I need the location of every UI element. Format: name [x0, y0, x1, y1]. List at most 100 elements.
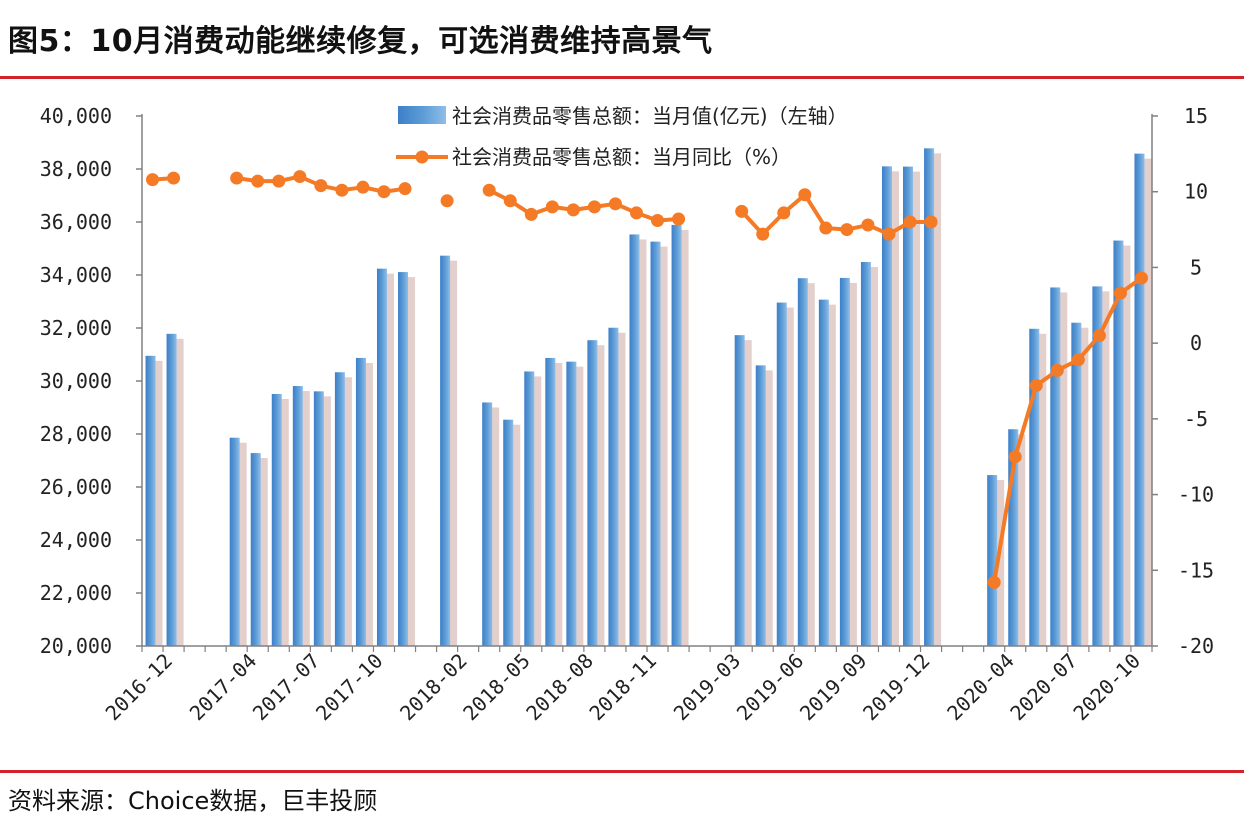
- bar: [734, 335, 745, 646]
- right-tick-label: 0: [1190, 331, 1202, 355]
- line-point: [314, 179, 328, 193]
- right-tick-label: -10: [1178, 483, 1214, 507]
- left-tick-label: 24,000: [40, 528, 112, 552]
- x-tick-label: 2019-03: [669, 649, 746, 726]
- bar: [355, 357, 366, 646]
- legend-bar-label: 社会消费品零售总额：当月值(亿元)（左轴）: [452, 104, 848, 128]
- bar-shadow: [510, 424, 521, 646]
- line-point: [587, 200, 601, 214]
- bar: [376, 268, 387, 646]
- left-tick-label: 36,000: [40, 210, 112, 234]
- bar-series: [145, 148, 1152, 647]
- bar: [1008, 429, 1019, 646]
- bar: [987, 475, 998, 646]
- line-point: [840, 223, 854, 237]
- bar-shadow: [552, 362, 563, 646]
- bar: [629, 234, 640, 646]
- legend-bar-swatch: [398, 106, 446, 124]
- bar-shadow: [825, 304, 836, 646]
- bar: [587, 340, 598, 646]
- bar: [440, 255, 451, 646]
- bar-shadow: [362, 362, 373, 646]
- right-tick-label: 15: [1184, 104, 1208, 128]
- figure-title: 图5：10月消费动能继续修复，可选消费维持高景气: [8, 24, 713, 59]
- left-tick-label: 40,000: [40, 104, 112, 128]
- bar-shadow: [657, 246, 668, 647]
- left-tick-label: 26,000: [40, 475, 112, 499]
- legend-line-marker: [415, 150, 429, 164]
- line-point: [251, 174, 265, 188]
- bar-shadow: [341, 377, 352, 646]
- bar: [608, 327, 619, 646]
- left-tick-label: 32,000: [40, 316, 112, 340]
- bar-shadow: [910, 171, 921, 647]
- line-point: [272, 174, 286, 188]
- bar: [250, 453, 261, 646]
- x-tick-label: 2020-07: [1005, 649, 1082, 726]
- line-point: [1029, 379, 1043, 393]
- bar: [1071, 322, 1082, 646]
- bar-shadow: [152, 360, 163, 646]
- bar-shadow: [636, 239, 647, 646]
- line-point: [756, 227, 770, 241]
- x-tick-label: 2019-09: [795, 649, 872, 726]
- bar-shadow: [846, 282, 857, 646]
- left-tick-label: 22,000: [40, 581, 112, 605]
- bar-shadow: [383, 273, 394, 646]
- line-point: [987, 575, 1001, 589]
- line-point: [1134, 271, 1148, 285]
- bar-shadow: [1078, 327, 1089, 646]
- bar-shadow: [1015, 434, 1026, 646]
- right-tick-label: 10: [1184, 180, 1208, 204]
- line-point: [629, 206, 643, 220]
- bar-shadow: [1036, 333, 1047, 646]
- bar-shadow: [741, 340, 752, 646]
- line-point: [524, 207, 538, 221]
- line-point: [293, 170, 307, 184]
- left-tick-label: 34,000: [40, 263, 112, 287]
- bar-shadow: [320, 396, 331, 646]
- bar-shadow: [804, 283, 815, 646]
- legend: 社会消费品零售总额：当月值(亿元)（左轴） 社会消费品零售总额：当月同比（%）: [396, 104, 848, 169]
- bar-shadow: [1120, 245, 1131, 647]
- bar: [566, 361, 577, 646]
- line-point: [1092, 329, 1106, 343]
- bar: [671, 224, 682, 647]
- bar-shadow: [257, 458, 268, 646]
- bar-shadow: [531, 376, 542, 646]
- line-point: [335, 183, 349, 197]
- bar-shadow: [762, 370, 773, 646]
- bar: [524, 371, 535, 646]
- bar: [1029, 328, 1040, 646]
- line-point: [1071, 353, 1085, 367]
- line-point: [861, 218, 875, 232]
- line-point: [672, 212, 686, 226]
- bar-shadow: [573, 366, 584, 646]
- line-point: [651, 213, 665, 227]
- left-tick-label: 30,000: [40, 369, 112, 393]
- line-point: [1113, 286, 1127, 300]
- line-point: [798, 188, 812, 202]
- x-tick-label: 2018-05: [458, 649, 535, 726]
- bar: [292, 386, 303, 646]
- bar: [755, 365, 766, 646]
- title-divider: [0, 76, 1244, 79]
- legend-line-label: 社会消费品零售总额：当月同比（%）: [452, 145, 791, 169]
- x-tick-label: 2019-12: [858, 649, 935, 726]
- line-point: [398, 182, 412, 196]
- right-tick-label: -20: [1178, 634, 1214, 658]
- bar: [1113, 240, 1124, 647]
- source-note: 资料来源：Choice数据，巨丰投顾: [8, 787, 378, 815]
- right-tick-label: -15: [1178, 558, 1214, 582]
- line-point: [903, 215, 917, 229]
- bar: [650, 241, 661, 647]
- bar-shadow: [931, 153, 942, 646]
- bar: [797, 278, 808, 646]
- bar: [545, 357, 556, 646]
- line-point: [503, 194, 517, 208]
- bar-shadow: [489, 407, 500, 646]
- bar: [924, 148, 935, 646]
- bar-shadow: [888, 171, 899, 646]
- bar: [903, 166, 914, 647]
